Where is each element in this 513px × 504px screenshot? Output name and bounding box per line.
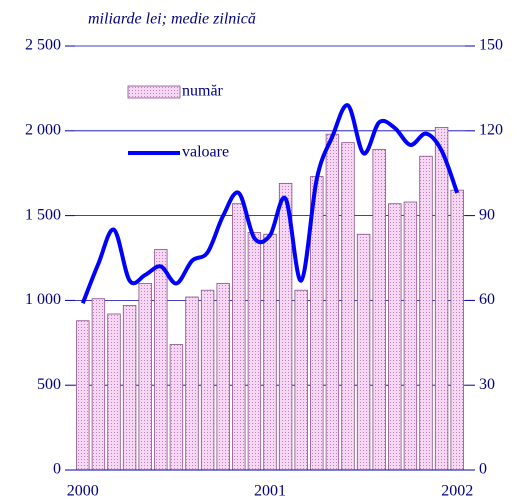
bar: [434, 127, 449, 471]
bar: [356, 233, 371, 471]
bar: [232, 203, 246, 471]
x-tick-label: 2000: [67, 483, 99, 500]
bar: [247, 232, 262, 471]
bar: [185, 296, 199, 471]
bar: [76, 320, 90, 471]
line: [80, 103, 460, 304]
y-tick-label: 0: [53, 461, 61, 478]
y-tick-label: 1 000: [25, 291, 61, 308]
bar: [372, 149, 386, 471]
bar: [403, 201, 418, 471]
y-tick-label: 500: [37, 376, 61, 393]
legend-label: număr: [182, 83, 224, 100]
bar: [341, 142, 355, 471]
x-tick-label: 2002: [441, 483, 473, 500]
legend-label: valoare: [182, 144, 229, 161]
y2-tick-label: 30: [479, 376, 495, 393]
bar: [91, 298, 106, 471]
bar: [122, 305, 137, 471]
subtitle: miliarde lei; medie zilnică: [88, 11, 256, 28]
bar: [450, 189, 464, 471]
y2-tick-label: 0: [479, 461, 487, 478]
bar: [154, 249, 168, 471]
y-tick-label: 2 500: [25, 37, 61, 54]
x-tick-label: 2001: [254, 483, 286, 500]
bar: [169, 344, 184, 471]
bar: [107, 313, 121, 471]
bar: [294, 289, 308, 471]
y2-tick-label: 90: [479, 206, 495, 223]
legend-swatch: [127, 85, 181, 99]
bar: [325, 133, 340, 471]
y2-tick-label: 120: [479, 121, 503, 138]
y-tick-label: 1 500: [25, 206, 61, 223]
bar: [263, 233, 277, 471]
y2-tick-label: 150: [479, 37, 503, 54]
y2-tick-label: 60: [479, 291, 495, 308]
bar: [419, 155, 433, 471]
y-tick-label: 2 000: [25, 121, 61, 138]
bar: [216, 283, 230, 471]
bar: [200, 289, 215, 471]
bar: [138, 283, 152, 471]
bar: [388, 203, 402, 471]
